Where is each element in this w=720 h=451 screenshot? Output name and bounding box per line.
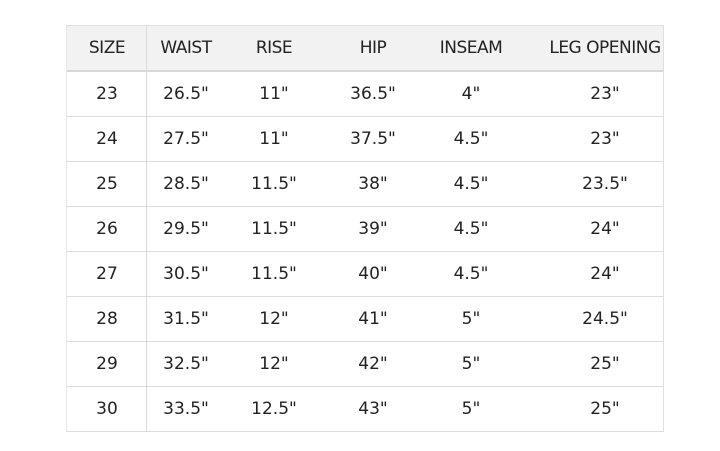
cell-waist: 26.5" — [163, 84, 209, 104]
column-divider — [146, 26, 147, 70]
cell-inseam: 4.5" — [453, 129, 489, 149]
cell-waist: 28.5" — [163, 174, 209, 194]
header-leg-opening: LEG OPENING — [549, 38, 661, 58]
cell-size: 29 — [96, 354, 118, 374]
header-inseam: INSEAM — [439, 38, 503, 58]
cell-waist: 29.5" — [163, 219, 209, 239]
cell-waist: 31.5" — [163, 309, 209, 329]
cell-inseam: 4.5" — [453, 264, 489, 284]
cell-size: 26 — [96, 219, 118, 239]
column-divider — [146, 387, 147, 431]
cell-inseam: 4" — [461, 84, 481, 104]
cell-inseam: 4.5" — [453, 174, 489, 194]
cell-inseam: 4.5" — [453, 219, 489, 239]
cell-leg-opening: 24" — [590, 219, 620, 239]
column-divider — [146, 297, 147, 341]
cell-hip: 38" — [358, 174, 388, 194]
table-header-row: SIZE WAIST RISE HIP INSEAM LEG OPENING — [67, 26, 663, 72]
cell-waist: 30.5" — [163, 264, 209, 284]
cell-size: 24 — [96, 129, 118, 149]
header-rise: RISE — [255, 38, 293, 58]
table-row: 24 27.5" 11" 37.5" 4.5" 23" — [67, 117, 663, 162]
cell-rise: 11.5" — [251, 174, 297, 194]
cell-inseam: 5" — [461, 309, 481, 329]
table-row: 27 30.5" 11.5" 40" 4.5" 24" — [67, 252, 663, 297]
cell-rise: 12" — [259, 354, 289, 374]
cell-rise: 12.5" — [251, 399, 297, 419]
cell-leg-opening: 23" — [590, 129, 620, 149]
cell-leg-opening: 25" — [590, 399, 620, 419]
cell-inseam: 5" — [461, 399, 481, 419]
column-divider — [146, 162, 147, 206]
table-row: 28 31.5" 12" 41" 5" 24.5" — [67, 297, 663, 342]
cell-size: 25 — [96, 174, 118, 194]
cell-leg-opening: 25" — [590, 354, 620, 374]
header-size: SIZE — [88, 38, 126, 58]
table-row: 30 33.5" 12.5" 43" 5" 25" — [67, 387, 663, 432]
column-divider — [146, 252, 147, 296]
cell-hip: 37.5" — [350, 129, 396, 149]
cell-hip: 39" — [358, 219, 388, 239]
cell-hip: 40" — [358, 264, 388, 284]
cell-waist: 27.5" — [163, 129, 209, 149]
cell-leg-opening: 23" — [590, 84, 620, 104]
cell-hip: 43" — [358, 399, 388, 419]
cell-size: 23 — [96, 84, 118, 104]
column-divider — [146, 342, 147, 386]
table-row: 29 32.5" 12" 42" 5" 25" — [67, 342, 663, 387]
cell-rise: 11" — [259, 129, 289, 149]
cell-leg-opening: 24" — [590, 264, 620, 284]
column-divider — [146, 72, 147, 116]
cell-leg-opening: 24.5" — [582, 309, 628, 329]
cell-inseam: 5" — [461, 354, 481, 374]
cell-size: 28 — [96, 309, 118, 329]
column-divider — [146, 117, 147, 161]
table-row: 26 29.5" 11.5" 39" 4.5" 24" — [67, 207, 663, 252]
header-hip: HIP — [359, 38, 387, 58]
cell-waist: 32.5" — [163, 354, 209, 374]
cell-waist: 33.5" — [163, 399, 209, 419]
size-chart-table: SIZE WAIST RISE HIP INSEAM LEG OPENING 2… — [66, 25, 664, 432]
table-row: 23 26.5" 11" 36.5" 4" 23" — [67, 72, 663, 117]
header-waist: WAIST — [160, 38, 212, 58]
cell-rise: 11.5" — [251, 219, 297, 239]
cell-hip: 42" — [358, 354, 388, 374]
cell-hip: 41" — [358, 309, 388, 329]
cell-rise: 12" — [259, 309, 289, 329]
cell-rise: 11" — [259, 84, 289, 104]
table-row: 25 28.5" 11.5" 38" 4.5" 23.5" — [67, 162, 663, 207]
cell-hip: 36.5" — [350, 84, 396, 104]
cell-rise: 11.5" — [251, 264, 297, 284]
cell-leg-opening: 23.5" — [582, 174, 628, 194]
cell-size: 27 — [96, 264, 118, 284]
column-divider — [146, 207, 147, 251]
cell-size: 30 — [96, 399, 118, 419]
